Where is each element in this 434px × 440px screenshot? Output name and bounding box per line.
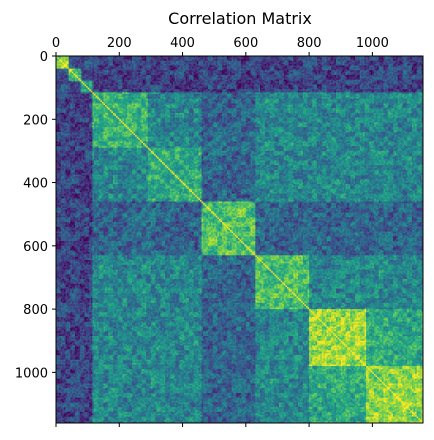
chart-title: Correlation Matrix bbox=[168, 9, 312, 28]
heatmap-cells bbox=[56, 56, 423, 423]
